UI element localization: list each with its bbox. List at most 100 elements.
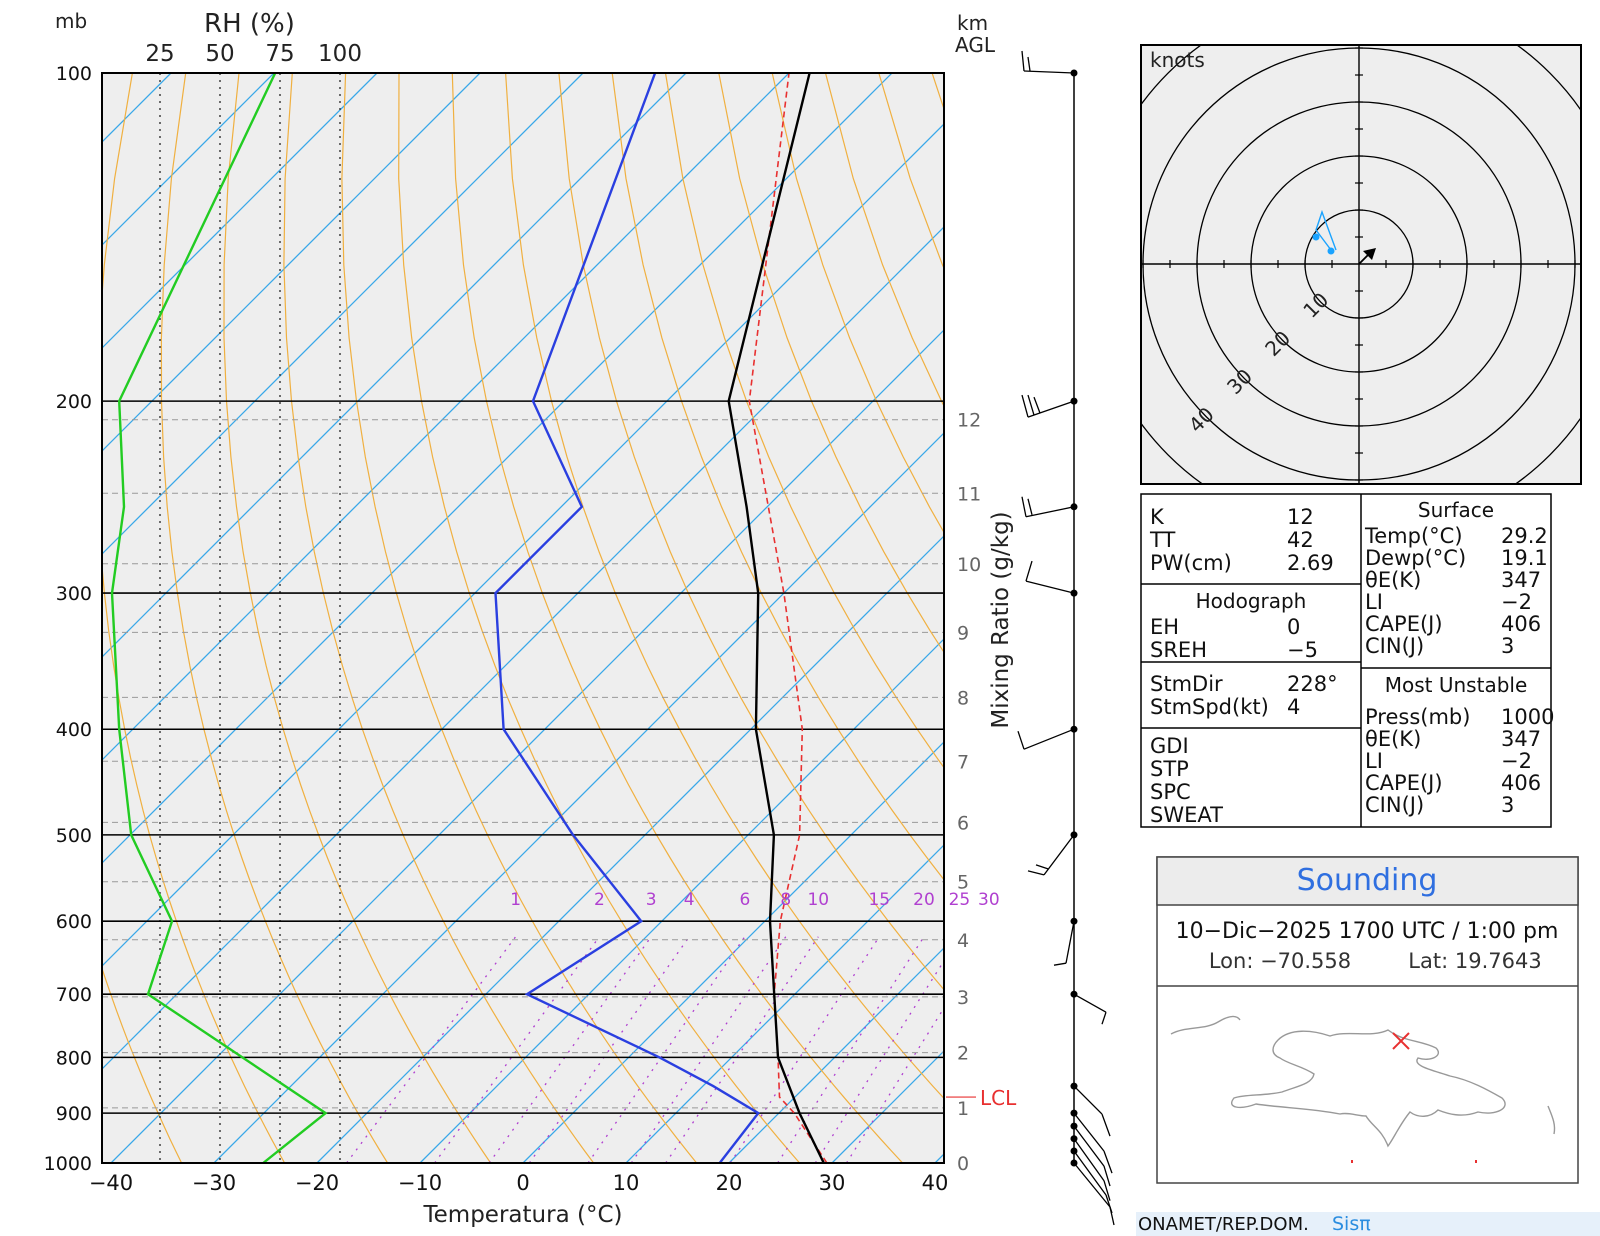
dry-adiabat-line — [664, 73, 944, 769]
index-label: CAPE(J) — [1365, 771, 1443, 795]
temperature-tick-label: 20 — [716, 1171, 743, 1195]
wind-barb — [1053, 917, 1078, 966]
rh-tick-label: 50 — [205, 41, 234, 67]
isotherm-line — [102, 73, 378, 349]
index-label: CIN(J) — [1365, 793, 1424, 817]
index-value: 3 — [1501, 793, 1514, 817]
temperature-tick-label: 30 — [819, 1171, 846, 1195]
index-value: 406 — [1501, 771, 1541, 795]
wind-barb — [1070, 990, 1107, 1025]
index-value: 4 — [1287, 695, 1300, 719]
index-label: EH — [1150, 615, 1179, 639]
index-value: 2.69 — [1287, 551, 1334, 575]
wind-barb — [1070, 1122, 1111, 1187]
indices-table: K 12 TT 42 PW(cm) 2.69 Hodograph EH 0 SREH −5 StmDi… — [1140, 493, 1554, 828]
hodograph-point — [1327, 247, 1335, 255]
pressure-tick-label: 100 — [56, 63, 92, 85]
dry-adiabat-line — [283, 73, 595, 1163]
sounding-info-box: Sounding 10−Dic−2025 1700 UTC / 1:00 pm … — [1156, 856, 1579, 1184]
temperature-tick-label: 40 — [922, 1171, 949, 1195]
height-km-label: 5 — [957, 872, 969, 894]
index-label: SWEAT — [1150, 803, 1223, 827]
index-value: 1000 — [1501, 705, 1554, 729]
isotherm-line — [102, 226, 944, 1070]
mixing-ratio-line — [729, 936, 880, 1163]
isotherm-line — [110, 329, 944, 1163]
mixing-ratio-tick-label: 20 — [913, 890, 935, 910]
temperature-tick-label: −10 — [398, 1171, 442, 1195]
isotherm-line — [102, 73, 584, 555]
footer: ONAMET/REP.DOM. Sisπ — [1136, 1212, 1600, 1236]
isotherm-line — [419, 638, 944, 1163]
mixing-ratio-tick-label: 3 — [646, 890, 657, 910]
index-value: −2 — [1501, 749, 1532, 773]
index-label: PW(cm) — [1150, 551, 1232, 575]
skewt-curves — [110, 73, 828, 1163]
index-label: StmDir — [1150, 672, 1223, 696]
height-km-label: 0 — [957, 1153, 969, 1175]
index-label: SREH — [1150, 638, 1207, 662]
height-km-label: 6 — [957, 812, 969, 834]
index-label: θE(K) — [1365, 568, 1421, 592]
parcel-trace — [748, 73, 828, 1163]
isotherm-line — [102, 73, 481, 452]
index-label: Temp(°C) — [1364, 524, 1463, 548]
index-label: StmSpd(kt) — [1150, 695, 1269, 719]
index-value: 19.1 — [1501, 546, 1548, 570]
pressure-unit-label: mb — [55, 9, 87, 33]
height-km-label: 9 — [957, 622, 969, 644]
footer-org: ONAMET/REP.DOM. — [1138, 1214, 1309, 1235]
mixing-ratio-tick-label: 10 — [807, 890, 829, 910]
wind-barb — [1027, 831, 1078, 876]
pressure-tick-label: 400 — [56, 719, 92, 741]
wind-barb — [1070, 1159, 1115, 1226]
temperature-tick-label: −40 — [89, 1171, 133, 1195]
index-value: −5 — [1287, 638, 1318, 662]
index-label: LI — [1365, 749, 1383, 773]
mixing-ratio-title: Mixing Ratio (g/kg) — [988, 511, 1014, 728]
isotherm-line — [102, 73, 790, 761]
storm-motion-arrowhead — [1363, 248, 1376, 260]
mixing-ratio-tick-label: 30 — [978, 890, 1000, 910]
dry-adiabat-line — [341, 73, 698, 1163]
mixing-ratio-line — [665, 936, 819, 1163]
height-km-label: 1 — [957, 1098, 969, 1120]
sounding-lat: Lat: 19.7643 — [1408, 949, 1541, 973]
index-label: LI — [1365, 590, 1383, 614]
index-value: 12 — [1287, 505, 1314, 529]
rh-tick-label: 75 — [265, 41, 294, 67]
index-label: STP — [1150, 757, 1189, 781]
index-value: −2 — [1501, 590, 1532, 614]
index-value: 228° — [1287, 672, 1338, 696]
temperature-tick-label: −20 — [295, 1171, 339, 1195]
index-label: GDI — [1150, 734, 1189, 758]
pressure-tick-label: 500 — [56, 825, 92, 847]
pressure-tick-label: 700 — [56, 984, 92, 1006]
dry-adiabat-line — [718, 73, 944, 654]
height-km-label: 12 — [957, 410, 981, 432]
wind-barb-column — [1017, 50, 1115, 1226]
hispaniola-map — [1170, 1015, 1556, 1148]
sounding-title-band — [1156, 856, 1579, 906]
pressure-tick-label: 200 — [56, 391, 92, 413]
dry-adiabat-line — [451, 73, 904, 1163]
dry-adiabat-line — [558, 73, 944, 991]
dry-adiabat-line — [102, 73, 286, 1163]
dry-adiabat-line — [611, 73, 944, 881]
x-axis-title: Temperatura (°C) — [423, 1202, 623, 1228]
storm-motion-vector — [1358, 253, 1370, 265]
pressure-tick-label: 300 — [56, 583, 92, 605]
dry-adiabat-line — [398, 73, 801, 1163]
mixing-ratio-line — [777, 936, 925, 1163]
temperature-tick-label: 0 — [516, 1171, 529, 1195]
station-marker — [1392, 1032, 1410, 1050]
wind-barb — [1070, 1082, 1111, 1137]
index-label: Dewp(°C) — [1365, 546, 1466, 570]
mixing-ratio-tick-label: 15 — [868, 890, 890, 910]
pressure-tick-label: 800 — [56, 1047, 92, 1069]
index-label: K — [1150, 505, 1165, 529]
sounding-box-frame — [1156, 856, 1579, 1184]
hodograph-trace — [1315, 209, 1337, 251]
